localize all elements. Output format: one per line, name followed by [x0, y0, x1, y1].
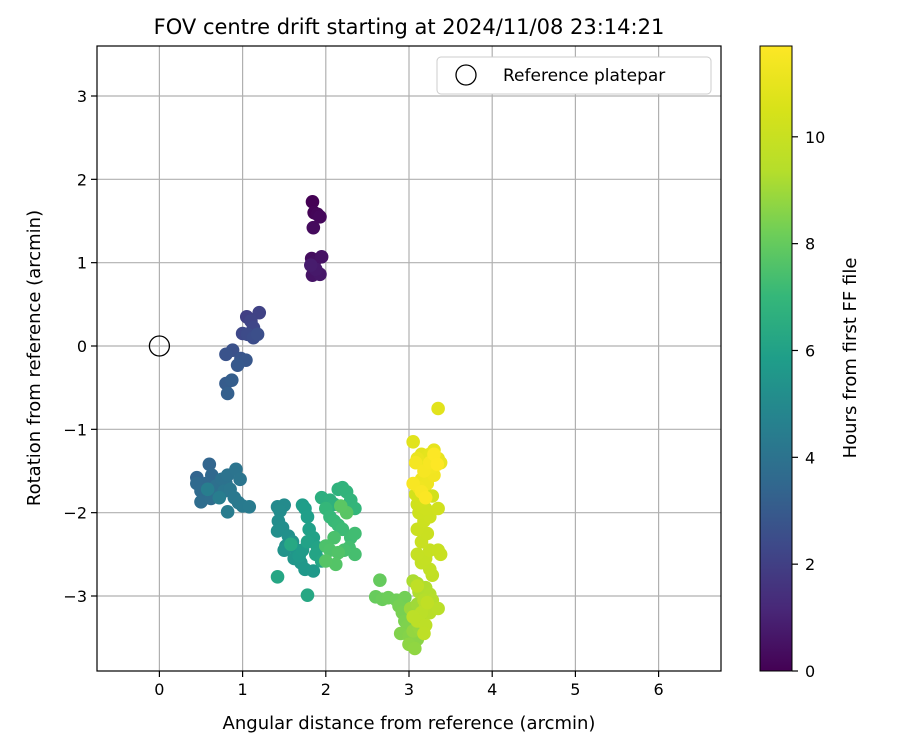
data-point	[410, 579, 425, 593]
y-tick-label: 0	[77, 337, 87, 356]
x-tick-label: 4	[487, 680, 497, 699]
data-point	[270, 570, 285, 584]
data-point	[270, 524, 285, 538]
data-point	[327, 530, 341, 545]
y-tick-label: −3	[63, 587, 87, 606]
data-point	[417, 626, 431, 641]
colorbar-tick-label: 0	[805, 662, 815, 681]
data-point	[220, 386, 235, 401]
data-point	[433, 547, 448, 562]
data-point	[252, 305, 267, 320]
data-point	[348, 547, 362, 562]
data-point	[220, 505, 235, 519]
data-point	[406, 476, 420, 491]
legend-entry-label: Reference platepar	[503, 66, 665, 86]
data-point	[406, 435, 420, 449]
x-tick-label: 5	[570, 680, 580, 699]
data-point	[224, 373, 239, 387]
data-point	[306, 220, 321, 235]
colorbar-tick-label: 10	[805, 128, 825, 147]
legend-marker-icon	[455, 64, 477, 86]
data-point	[431, 401, 445, 416]
data-point	[408, 641, 422, 656]
data-point	[305, 195, 320, 209]
data-point	[300, 588, 315, 602]
data-point	[408, 455, 423, 470]
x-tick-label: 1	[238, 680, 248, 699]
x-axis-label: Angular distance from reference (arcmin)	[223, 713, 596, 734]
data-point	[431, 501, 445, 516]
legend-box	[436, 56, 712, 95]
data-point	[418, 490, 433, 505]
data-point	[331, 545, 346, 560]
y-axis-label: Rotation from reference (arcmin)	[24, 210, 45, 506]
y-tick-label: 3	[77, 87, 87, 106]
y-tick-label: 1	[77, 254, 87, 273]
data-point	[273, 504, 287, 518]
data-point	[373, 573, 387, 587]
data-point	[200, 482, 215, 497]
x-tick-label: 0	[154, 680, 164, 699]
data-point	[219, 347, 233, 362]
colorbar-label: Hours from first FF file	[840, 258, 861, 459]
data-point	[333, 499, 348, 513]
data-point	[284, 537, 298, 552]
data-point	[313, 210, 327, 224]
data-point	[304, 258, 318, 272]
data-point	[410, 547, 425, 562]
colorbar-tick-label: 6	[805, 341, 815, 360]
y-axis-ticks: −3 −2 −1 0 1 2 3	[63, 87, 97, 606]
data-point	[242, 500, 257, 514]
data-point	[430, 457, 445, 472]
data-point	[230, 358, 245, 372]
data-point	[335, 522, 350, 537]
data-point	[314, 250, 329, 264]
x-tick-label: 3	[404, 680, 414, 699]
data-points	[190, 195, 448, 656]
reference-platepar-marker	[148, 335, 171, 357]
data-point	[348, 526, 362, 541]
data-point	[420, 595, 435, 610]
data-point	[212, 490, 227, 505]
data-point	[319, 554, 333, 568]
data-point	[250, 327, 265, 342]
data-point	[233, 472, 247, 487]
x-tick-label: 6	[654, 680, 664, 699]
legend: Reference platepar	[436, 56, 712, 95]
data-point	[306, 564, 321, 578]
data-point	[300, 510, 315, 524]
y-tick-label: −1	[63, 420, 87, 439]
data-point	[431, 601, 445, 616]
colorbar-tick-label: 8	[805, 235, 815, 254]
colorbar-gradient	[759, 45, 793, 672]
y-tick-label: 2	[77, 170, 87, 189]
x-axis-ticks: 0 1 2 3 4 5 6	[154, 671, 664, 699]
colorbar-tick-label: 2	[805, 555, 815, 574]
y-tick-label: −2	[63, 504, 87, 523]
colorbar-ticks: 0 2 4 6 8 10	[792, 128, 825, 681]
colorbar-tick-label: 4	[805, 448, 815, 467]
x-tick-label: 2	[321, 680, 331, 699]
chart-title: FOV centre drift starting at 2024/11/08 …	[154, 15, 665, 39]
data-point	[300, 535, 315, 549]
grid-lines	[97, 46, 721, 671]
colorbar: 0 2 4 6 8 10 Hours from first FF file	[759, 45, 861, 681]
data-point	[202, 457, 217, 472]
